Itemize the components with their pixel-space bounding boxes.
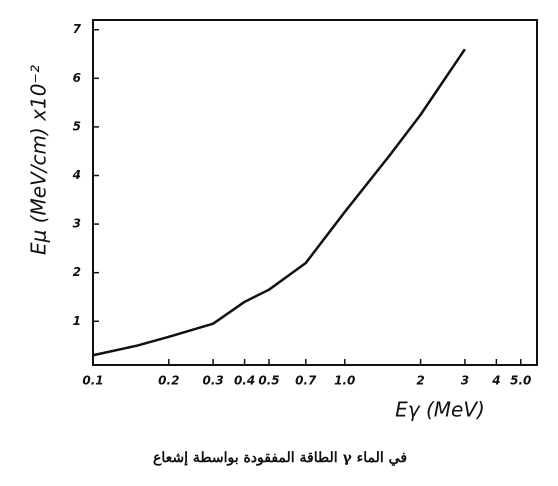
y-tick-label: 7 bbox=[73, 22, 82, 36]
x-tick-label: 0.3 bbox=[202, 374, 223, 388]
y-tick-label: 5 bbox=[73, 119, 81, 133]
y-tick-label: 1 bbox=[73, 314, 81, 328]
data-line bbox=[92, 48, 466, 357]
x-tick-label: 5.0 bbox=[510, 374, 531, 388]
plot-frame bbox=[92, 19, 538, 366]
y-tick-label: 6 bbox=[73, 71, 81, 85]
y-axis-label: Eμ (MeV/cm) x10⁻² bbox=[27, 65, 51, 255]
caption: الطاقة المفقودة بواسطة إشعاع γ في الماء bbox=[153, 450, 407, 467]
y-tick-label: 3 bbox=[73, 217, 81, 231]
x-tick-label: 2 bbox=[416, 374, 424, 388]
x-tick-label: 4 bbox=[491, 374, 500, 388]
x-tick-label: 0.5 bbox=[258, 374, 279, 388]
y-tick-label: 2 bbox=[73, 265, 81, 279]
x-axis-label: Eγ (MeV) bbox=[395, 398, 485, 422]
x-tick-label: 0.4 bbox=[234, 374, 255, 388]
x-tick-label: 0.2 bbox=[158, 374, 179, 388]
x-tick-label: 0.7 bbox=[295, 374, 317, 388]
x-tick-label: 1.0 bbox=[334, 374, 355, 388]
x-tick-label: 3 bbox=[461, 374, 469, 388]
y-tick-label: 4 bbox=[72, 168, 81, 182]
x-tick-label: 0.1 bbox=[82, 374, 103, 388]
